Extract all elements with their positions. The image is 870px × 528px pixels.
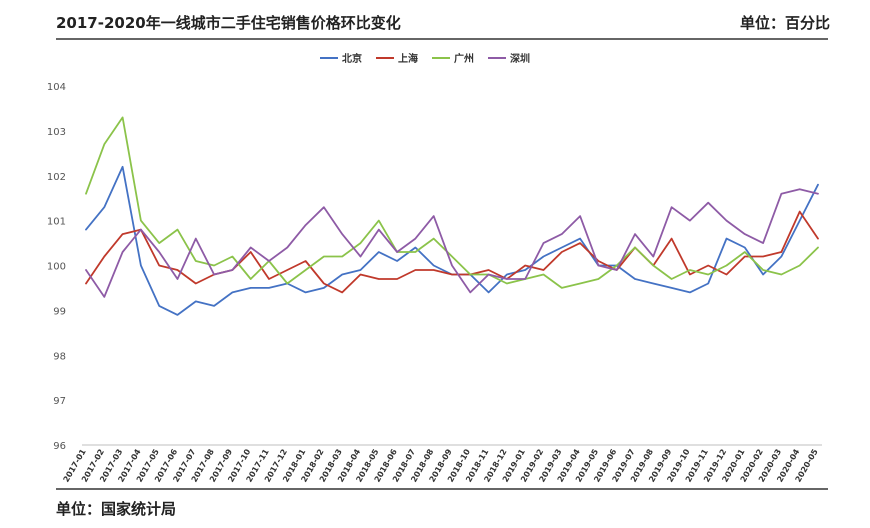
legend-swatch xyxy=(376,56,394,59)
legend-item: 广州 xyxy=(432,50,474,65)
y-tick-label: 99 xyxy=(53,306,66,317)
source-label: 单位：国家统计局 xyxy=(56,500,177,518)
legend-label: 北京 xyxy=(342,54,362,65)
y-tick-label: 98 xyxy=(53,351,66,362)
legend-swatch xyxy=(488,56,506,59)
legend-item: 北京 xyxy=(320,50,362,65)
legend-swatch xyxy=(320,56,338,59)
y-tick-label: 100 xyxy=(47,262,66,273)
chart-title: 2017-2020年一线城市二手住宅销售价格环比变化 xyxy=(56,14,401,32)
y-tick-label: 97 xyxy=(53,396,66,407)
legend-item: 深圳 xyxy=(488,50,530,65)
series-line-0 xyxy=(85,165,819,316)
series-line-1 xyxy=(85,210,819,294)
top-divider xyxy=(56,38,828,40)
legend-label: 广州 xyxy=(454,54,474,65)
legend-swatch xyxy=(432,56,450,59)
y-tick-label: 103 xyxy=(47,127,66,138)
unit-label: 单位：百分比 xyxy=(739,14,830,32)
legend-label: 上海 xyxy=(398,54,418,65)
y-tick-label: 102 xyxy=(47,172,66,183)
legend-item: 上海 xyxy=(376,50,418,65)
series-line-3 xyxy=(85,188,819,298)
y-tick-label: 104 xyxy=(47,82,66,93)
y-tick-label: 96 xyxy=(53,441,66,452)
y-tick-label: 101 xyxy=(47,217,66,228)
legend-label: 深圳 xyxy=(510,54,530,65)
bottom-divider xyxy=(56,488,828,490)
legend: 北京 上海 广州 深圳 xyxy=(320,50,530,65)
